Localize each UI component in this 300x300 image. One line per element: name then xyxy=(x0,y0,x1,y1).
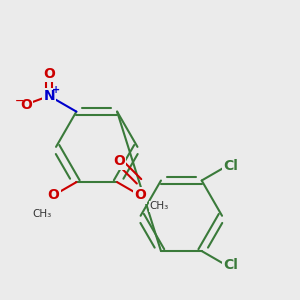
Text: CH₃: CH₃ xyxy=(33,209,52,219)
Text: O: O xyxy=(43,67,55,81)
Text: O: O xyxy=(47,188,59,203)
Text: CH₃: CH₃ xyxy=(149,201,169,212)
Text: O: O xyxy=(134,188,146,203)
Text: O: O xyxy=(113,154,125,168)
Text: O: O xyxy=(20,98,32,112)
Text: −: − xyxy=(15,96,24,106)
Text: N: N xyxy=(44,89,55,103)
Text: Cl: Cl xyxy=(224,159,238,173)
Text: +: + xyxy=(52,85,60,95)
Text: Cl: Cl xyxy=(224,258,238,272)
